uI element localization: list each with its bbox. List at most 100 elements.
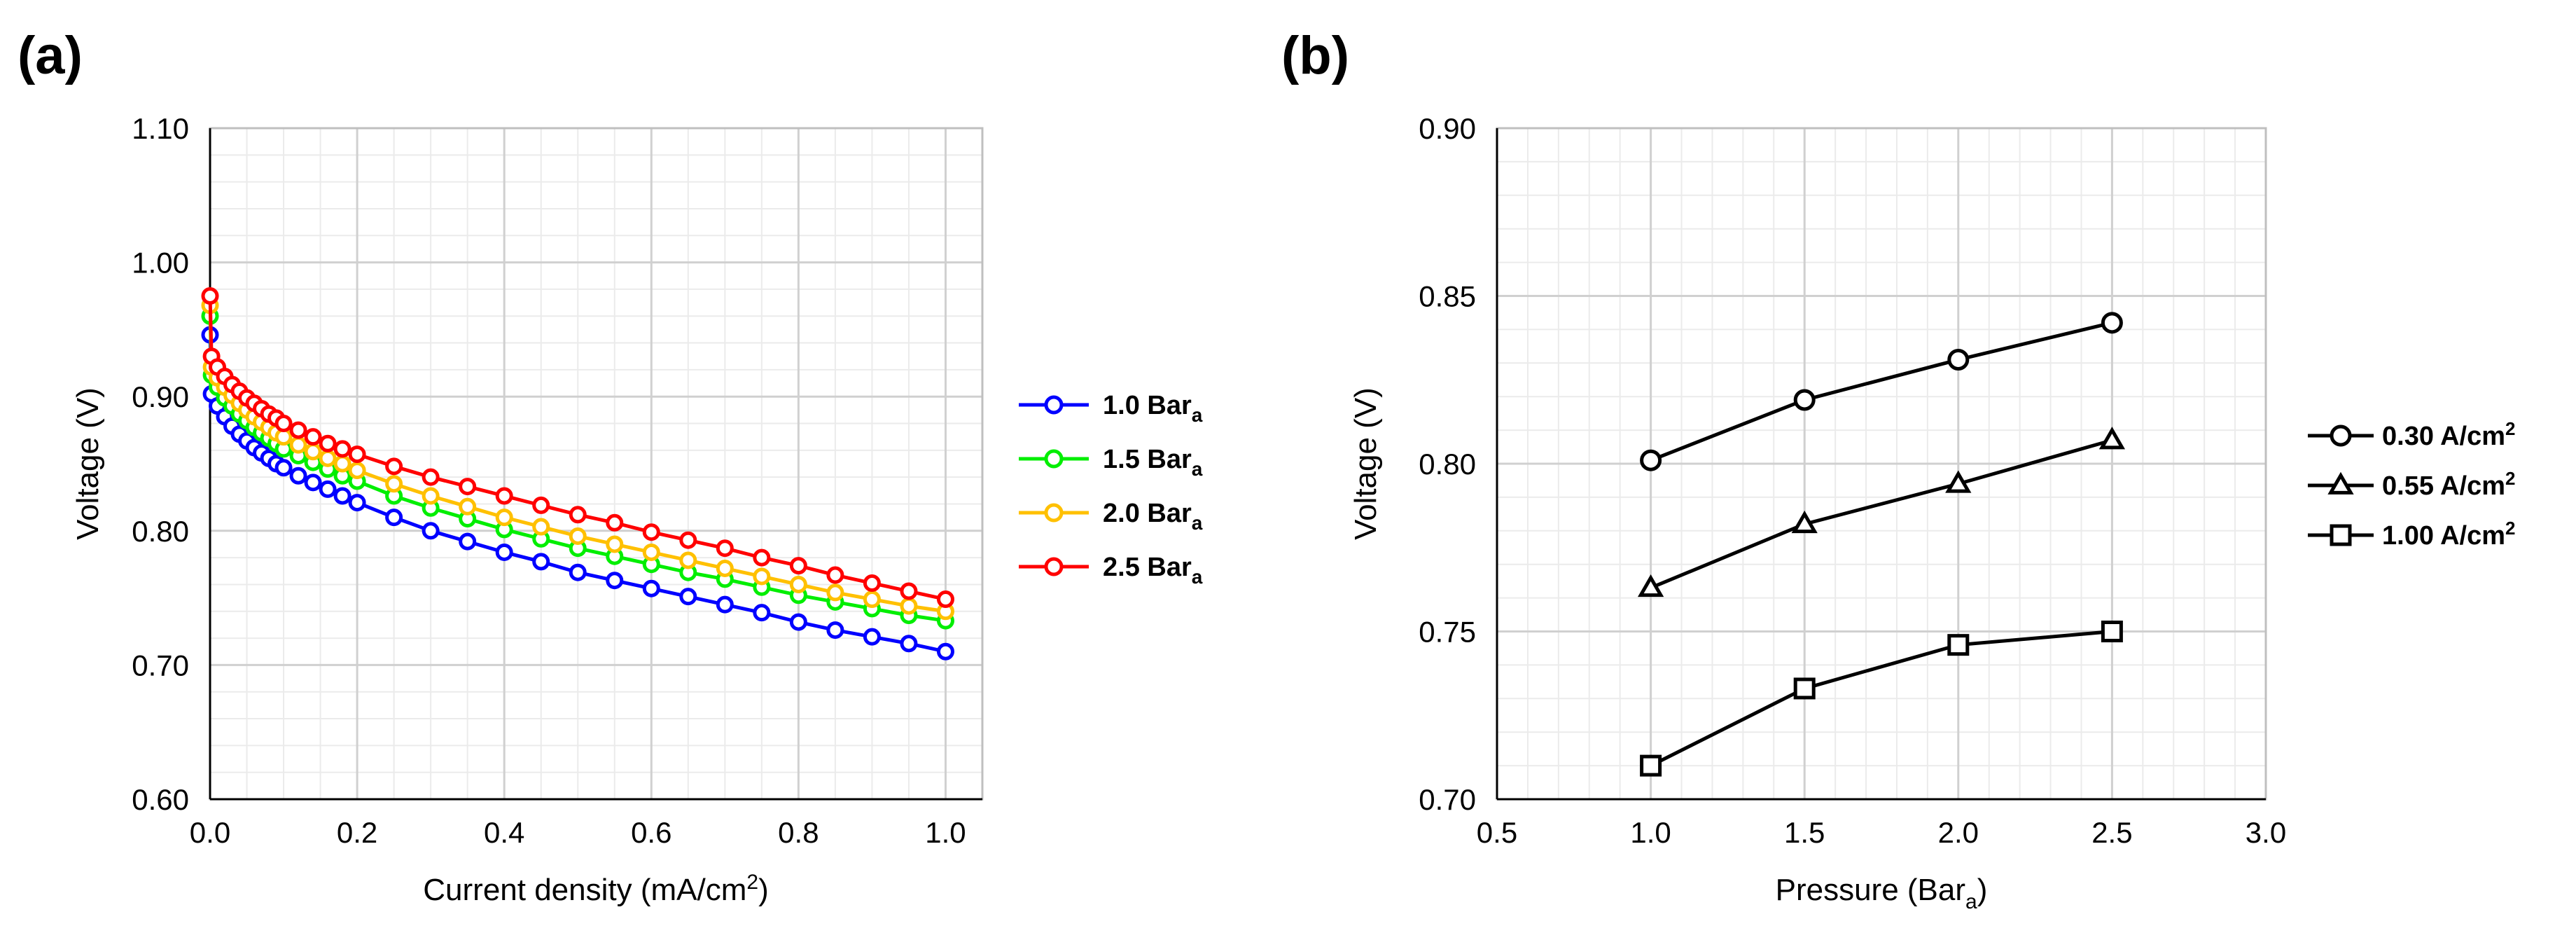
- a-x-tick-label: 0.2: [337, 816, 377, 849]
- data-point: [716, 539, 734, 558]
- legend-item: 1.5 Bara: [1019, 445, 1203, 480]
- data-point: [532, 553, 550, 571]
- a-x-tick-label: 0.4: [484, 816, 524, 849]
- data-point: [274, 415, 293, 433]
- data-point: [569, 563, 587, 581]
- data-point: [532, 496, 550, 514]
- series-25-bar: [201, 287, 954, 609]
- panel-b-x-ticks: 0.5 1.0 1.5 2.0 2.5 3.0: [1477, 816, 2286, 849]
- data-point: [333, 440, 351, 458]
- data-point: [532, 518, 550, 536]
- data-point: [333, 455, 351, 473]
- circle-marker: [2330, 424, 2352, 447]
- triangle-marker: [2098, 427, 2126, 450]
- panel-a-x-ticks: 0.0 0.2 0.4 0.6 0.8 1.0: [190, 816, 966, 849]
- series-line: [1650, 438, 2113, 590]
- legend-label: 2.5 Bara: [1103, 553, 1203, 588]
- data-point: [289, 436, 307, 454]
- a-x-tick-label: 0.0: [190, 816, 230, 849]
- data-point: [716, 559, 734, 577]
- panel-b: (b) 0.70 0.75 0.80 0.85 0.90 0.5 1.0 1.5 2.0 2.5…: [1281, 26, 2516, 913]
- b-x-tick-label: 0.5: [1477, 816, 1517, 849]
- data-point: [274, 459, 293, 477]
- legend-label: 1.0 Bara: [1103, 391, 1203, 426]
- square-marker: [1793, 677, 1816, 700]
- b-x-tick-label: 3.0: [2246, 816, 2286, 849]
- data-point: [422, 487, 440, 505]
- a-y-tick-label: 1.00: [132, 247, 189, 279]
- data-point: [459, 478, 477, 496]
- data-point: [936, 590, 954, 609]
- data-point: [459, 497, 477, 516]
- panel-a-label: (a): [18, 26, 83, 85]
- legend-label: 0.30 A/cm2: [2382, 418, 2516, 451]
- data-point: [304, 474, 322, 492]
- panel-b-y-ticks: 0.70 0.75 0.80 0.85 0.90: [1419, 112, 1476, 816]
- circle-marker: [2101, 312, 2123, 334]
- b-x-tick-label: 2.0: [1938, 816, 1979, 849]
- a-y-tick-label: 0.80: [132, 515, 189, 548]
- data-point: [495, 543, 513, 561]
- data-point: [319, 449, 337, 467]
- data-point: [900, 635, 918, 653]
- legend-marker: [1044, 395, 1064, 415]
- panel-a-y-ticks: 0.60 0.70 0.80 0.90 1.00 1.10: [132, 112, 189, 816]
- data-point: [569, 506, 587, 524]
- legend-label: 0.55 A/cm2: [2382, 468, 2516, 501]
- triangle-marker: [1945, 470, 1972, 493]
- data-point: [385, 509, 403, 527]
- circle-marker: [1793, 389, 1816, 411]
- series-line: [1650, 630, 2112, 768]
- data-point: [900, 582, 918, 600]
- a-x-tick-label: 0.6: [631, 816, 671, 849]
- a-y-tick-label: 0.60: [132, 783, 189, 816]
- series-line: [1650, 321, 2112, 462]
- data-point: [385, 475, 403, 493]
- data-point: [495, 509, 513, 527]
- legend-marker: [1044, 557, 1064, 576]
- data-point: [863, 628, 881, 646]
- data-point: [679, 531, 697, 549]
- data-point: [385, 457, 403, 476]
- panel-a-series: [201, 287, 954, 661]
- data-point: [679, 588, 697, 606]
- data-point: [753, 548, 771, 567]
- data-point: [459, 532, 477, 551]
- series-triangle: [1637, 427, 2126, 597]
- square-marker: [2330, 524, 2352, 546]
- data-point: [679, 551, 697, 569]
- legend-item: 0.30 A/cm2: [2308, 418, 2516, 451]
- triangle-marker: [2327, 471, 2354, 495]
- data-point: [826, 583, 844, 602]
- b-x-tick-label: 1.5: [1784, 816, 1825, 849]
- legend-label: 1.00 A/cm2: [2382, 518, 2516, 551]
- data-point: [304, 428, 322, 446]
- legend-label: 1.5 Bara: [1103, 445, 1203, 480]
- data-point: [863, 590, 881, 609]
- data-point: [642, 523, 660, 541]
- data-point: [606, 572, 624, 590]
- series-circle: [1640, 312, 2123, 471]
- data-point: [569, 527, 587, 545]
- series-10-bar: [201, 326, 954, 661]
- panel-a-x-axis-title: Current density (mA/cm2): [423, 871, 768, 907]
- data-point: [422, 522, 440, 540]
- data-point: [422, 468, 440, 486]
- series-square: [1640, 621, 2123, 777]
- panel-b-legend: 0.30 A/cm2 0.55 A/cm2 1.00 A/cm2: [2308, 418, 2516, 551]
- a-x-tick-label: 1.0: [925, 816, 966, 849]
- b-x-tick-label: 2.5: [2091, 816, 2132, 849]
- circle-marker: [1640, 449, 1662, 471]
- data-point: [753, 567, 771, 586]
- data-point: [900, 597, 918, 615]
- data-point: [789, 613, 807, 631]
- legend-item: 1.0 Bara: [1019, 391, 1203, 426]
- a-y-tick-label: 1.10: [132, 112, 189, 145]
- legend-item: 2.5 Bara: [1019, 553, 1203, 588]
- triangle-marker: [1637, 574, 1664, 597]
- panel-b-series: [1637, 312, 2126, 777]
- data-point: [495, 487, 513, 505]
- panel-a: (a) 0.600.700.800.901.001.10 0.0 0.2 0.4 0.…: [18, 26, 1203, 907]
- data-point: [606, 513, 624, 532]
